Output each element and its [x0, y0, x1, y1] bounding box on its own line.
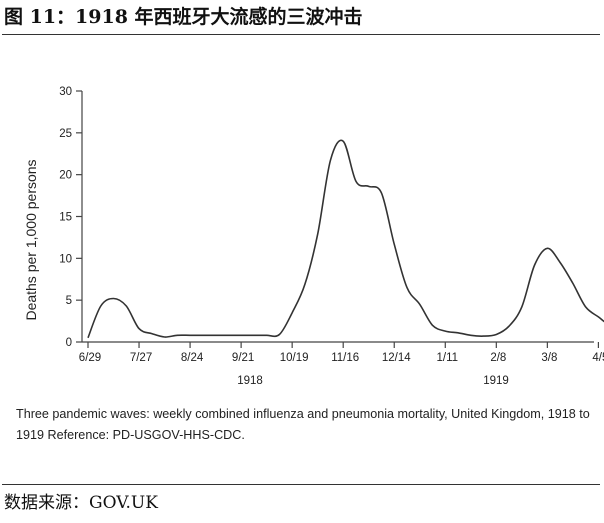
series-line [87, 139, 604, 339]
data-point [253, 335, 255, 337]
y-tick-label: 20 [59, 170, 72, 182]
data-point [215, 335, 217, 337]
y-tick-label: 15 [59, 212, 72, 224]
x-tick-label: 4/5 [592, 352, 604, 364]
x-tick-label: 2/8 [490, 352, 506, 364]
data-point [419, 304, 421, 306]
data-point [585, 306, 587, 308]
y-tick-label: 0 [66, 337, 72, 349]
data-point [330, 160, 332, 162]
x-tick-label: 1/11 [437, 352, 459, 364]
data-point [87, 337, 89, 339]
data-point [406, 287, 408, 289]
data-point [189, 335, 191, 337]
data-point [151, 333, 153, 335]
data-point [202, 335, 204, 337]
chart-caption: Three pandemic waves: weekly combined in… [16, 407, 590, 442]
data-point [381, 192, 383, 194]
data-point [304, 284, 306, 286]
data-point [240, 335, 242, 337]
y-axis: 0 5 10 15 20 25 30 [59, 86, 83, 349]
x-tick-label: 12/14 [382, 352, 411, 364]
data-point [457, 332, 459, 334]
data-point [534, 264, 536, 266]
x-tick-label: 8/24 [181, 352, 204, 364]
y-tick-label: 25 [59, 128, 72, 140]
x-tick-label: 3/8 [541, 352, 557, 364]
x-tick-label: 9/21 [232, 352, 254, 364]
data-point [368, 186, 370, 188]
data-point [113, 298, 115, 300]
data-point [138, 328, 140, 330]
data-point [547, 248, 549, 250]
y-tick-label: 5 [66, 295, 72, 307]
data-point [126, 305, 128, 307]
data-point [521, 306, 523, 308]
data-point [100, 305, 102, 307]
data-point [279, 334, 281, 336]
line-chart: 0 5 10 15 20 25 30 6/29 7/27 8/24 9/21 10/19 11/16 1… [23, 86, 604, 387]
data-point [559, 262, 561, 264]
data-point [342, 140, 344, 142]
x-year-label: 1919 [483, 375, 509, 387]
data-point [164, 336, 166, 338]
data-point [355, 181, 357, 183]
data-point [266, 335, 268, 337]
x-tick-label: 6/29 [79, 352, 101, 364]
data-point [598, 316, 600, 318]
series-layer [87, 139, 604, 339]
data-point [445, 330, 447, 332]
x-tick-label: 11/16 [331, 352, 359, 364]
bottom-rule [2, 484, 600, 485]
data-point [508, 325, 510, 327]
data-point [483, 335, 485, 337]
data-point [317, 233, 319, 235]
x-axis: 6/29 7/27 8/24 9/21 10/19 11/16 12/14 1/11 2/8 3/… [79, 341, 604, 387]
data-point [470, 335, 472, 337]
data-point [496, 334, 498, 336]
x-year-label: 1918 [237, 375, 263, 387]
data-point [228, 335, 230, 337]
y-tick-label: 30 [59, 86, 72, 98]
data-point [393, 243, 395, 245]
figure-title: 图 11：1918 年西班牙大流感的三波冲击 [4, 6, 363, 28]
data-point [291, 312, 293, 314]
x-tick-label: 10/19 [280, 352, 309, 364]
x-tick-label: 7/27 [130, 352, 152, 364]
data-point [432, 325, 434, 327]
y-tick-label: 10 [59, 253, 72, 265]
data-point [177, 335, 179, 337]
data-point [572, 283, 574, 285]
title-rule [2, 34, 600, 35]
source-note: 数据来源：GOV.UK [4, 493, 158, 513]
y-axis-title: Deaths per 1,000 persons [23, 159, 39, 320]
